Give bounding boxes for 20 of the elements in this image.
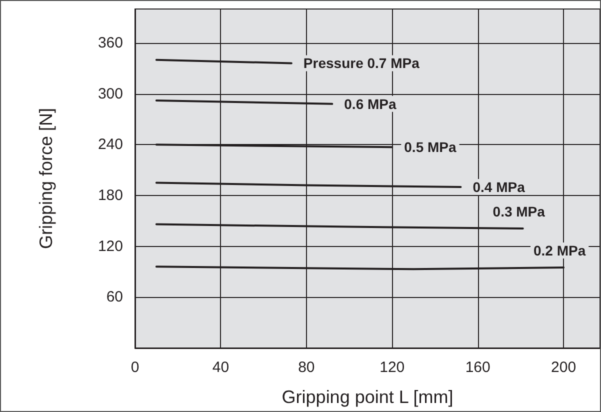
x-tick-label: 160 <box>465 359 490 376</box>
y-axis-title: Gripping force [N] <box>36 108 56 250</box>
x-tick-label: 120 <box>380 359 405 376</box>
y-tick-label: 240 <box>98 136 123 154</box>
x-tick-label: 80 <box>298 359 315 376</box>
x-tick-label: 0 <box>130 359 140 376</box>
y-tick-label: 180 <box>98 186 123 204</box>
series-label: 0.6 MPa <box>344 96 396 112</box>
series-label: 0.3 MPa <box>492 204 546 220</box>
y-tick-label: 360 <box>98 34 123 52</box>
x-axis-title: Gripping point L [mm] <box>282 387 454 407</box>
series-label: 0.5 MPa <box>404 139 456 156</box>
series-label: 0.4 MPa <box>472 178 526 195</box>
x-tick-label: 40 <box>212 359 230 376</box>
y-tick-label: 60 <box>106 288 123 306</box>
x-tick-label: 200 <box>551 359 576 376</box>
series-label: Pressure 0.7 MPa <box>303 55 420 72</box>
y-tick-label: 300 <box>98 85 123 102</box>
y-tick-label: 120 <box>98 238 123 255</box>
series-label: 0.2 MPa <box>534 242 586 258</box>
